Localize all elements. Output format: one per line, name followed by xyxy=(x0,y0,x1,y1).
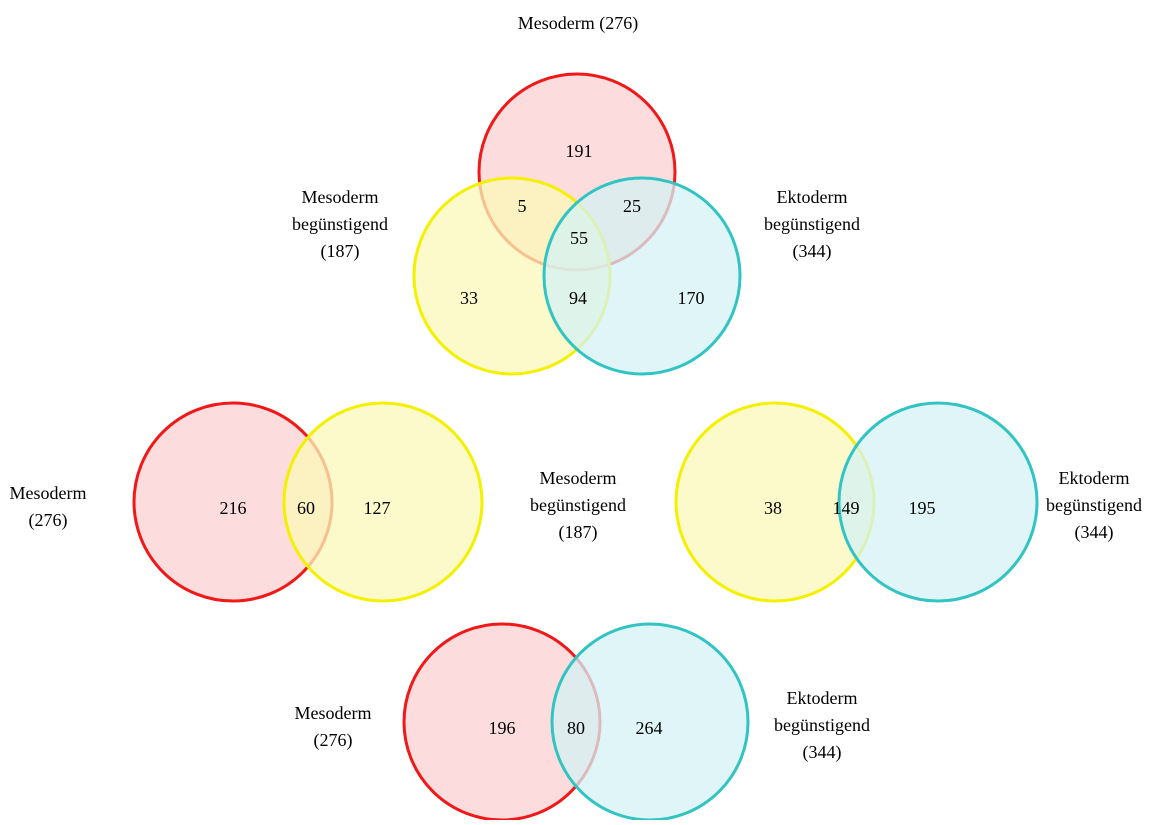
count-right-only: 264 xyxy=(636,718,663,738)
label-mesoderm-favoring-middle: Mesoderm begünstigend (187) xyxy=(530,465,626,546)
count-mesoderm-and-mesoderm-favoring: 5 xyxy=(518,196,527,216)
label-count: (344) xyxy=(792,241,832,261)
label-mesoderm-left: Mesoderm (276) xyxy=(10,480,87,534)
count-mesoderm-only: 191 xyxy=(566,141,593,161)
label-line1: Ektoderm xyxy=(1058,468,1130,488)
count-mesoderm-favoring-only: 33 xyxy=(460,288,478,308)
label-count: (187) xyxy=(558,522,598,542)
label-ectoderm-favoring-right: Ektoderm begünstigend (344) xyxy=(1046,465,1142,546)
circle-ectoderm-favoring xyxy=(837,401,1039,603)
venn-triple: 191 5 25 55 33 94 170 xyxy=(412,72,742,376)
label-count: (344) xyxy=(1074,522,1114,542)
label-text: Mesoderm (276) xyxy=(517,13,639,33)
count-left-only: 216 xyxy=(220,498,247,518)
count-overlap: 149 xyxy=(833,498,860,518)
label-line1: Mesoderm xyxy=(294,703,372,723)
label-ectoderm-favoring-bottom: Ektoderm begünstigend (344) xyxy=(774,685,870,766)
count-left-only: 38 xyxy=(764,498,782,518)
venn-mesoderm-vs-mesoderm-favoring: 216 60 127 xyxy=(132,401,484,603)
label-line2: begünstigend xyxy=(764,214,860,234)
count-right-only: 195 xyxy=(909,498,936,518)
label-mesoderm-top: Mesoderm (276) xyxy=(518,10,638,37)
label-line2: begünstigend xyxy=(774,715,870,735)
label-line1: Mesoderm xyxy=(539,468,617,488)
count-all-three: 55 xyxy=(570,228,588,248)
circle-mesoderm-favoring xyxy=(282,401,484,603)
label-count: (276) xyxy=(313,730,353,750)
label-line1: Mesoderm xyxy=(9,483,87,503)
label-line2: begünstigend xyxy=(530,495,626,515)
label-count: (344) xyxy=(802,742,842,762)
count-mesoderm-favoring-and-ectoderm-favoring: 94 xyxy=(569,288,587,308)
circle-ectoderm-favoring xyxy=(542,176,742,376)
count-ectoderm-favoring-only: 170 xyxy=(678,288,705,308)
count-right-only: 127 xyxy=(364,498,391,518)
label-line2: begünstigend xyxy=(292,214,388,234)
count-mesoderm-and-ectoderm-favoring: 25 xyxy=(623,196,641,216)
label-mesoderm-favoring-triple: Mesoderm begünstigend (187) xyxy=(292,184,388,265)
count-left-only: 196 xyxy=(489,718,516,738)
label-line1: Ektoderm xyxy=(776,187,848,207)
count-overlap: 80 xyxy=(567,718,585,738)
label-ectoderm-favoring-triple: Ektoderm begünstigend (344) xyxy=(764,184,860,265)
venn-mesoderm-favoring-vs-ectoderm-favoring: 38 149 195 xyxy=(674,401,1039,603)
label-line1: Ektoderm xyxy=(786,688,858,708)
label-count: (276) xyxy=(28,510,68,530)
venn-mesoderm-vs-ectoderm-favoring: 196 80 264 xyxy=(402,622,750,822)
label-mesoderm-bottom: Mesoderm (276) xyxy=(295,700,372,754)
count-overlap: 60 xyxy=(297,498,315,518)
label-line1: Mesoderm xyxy=(301,187,379,207)
label-count: (187) xyxy=(320,241,360,261)
label-line2: begünstigend xyxy=(1046,495,1142,515)
